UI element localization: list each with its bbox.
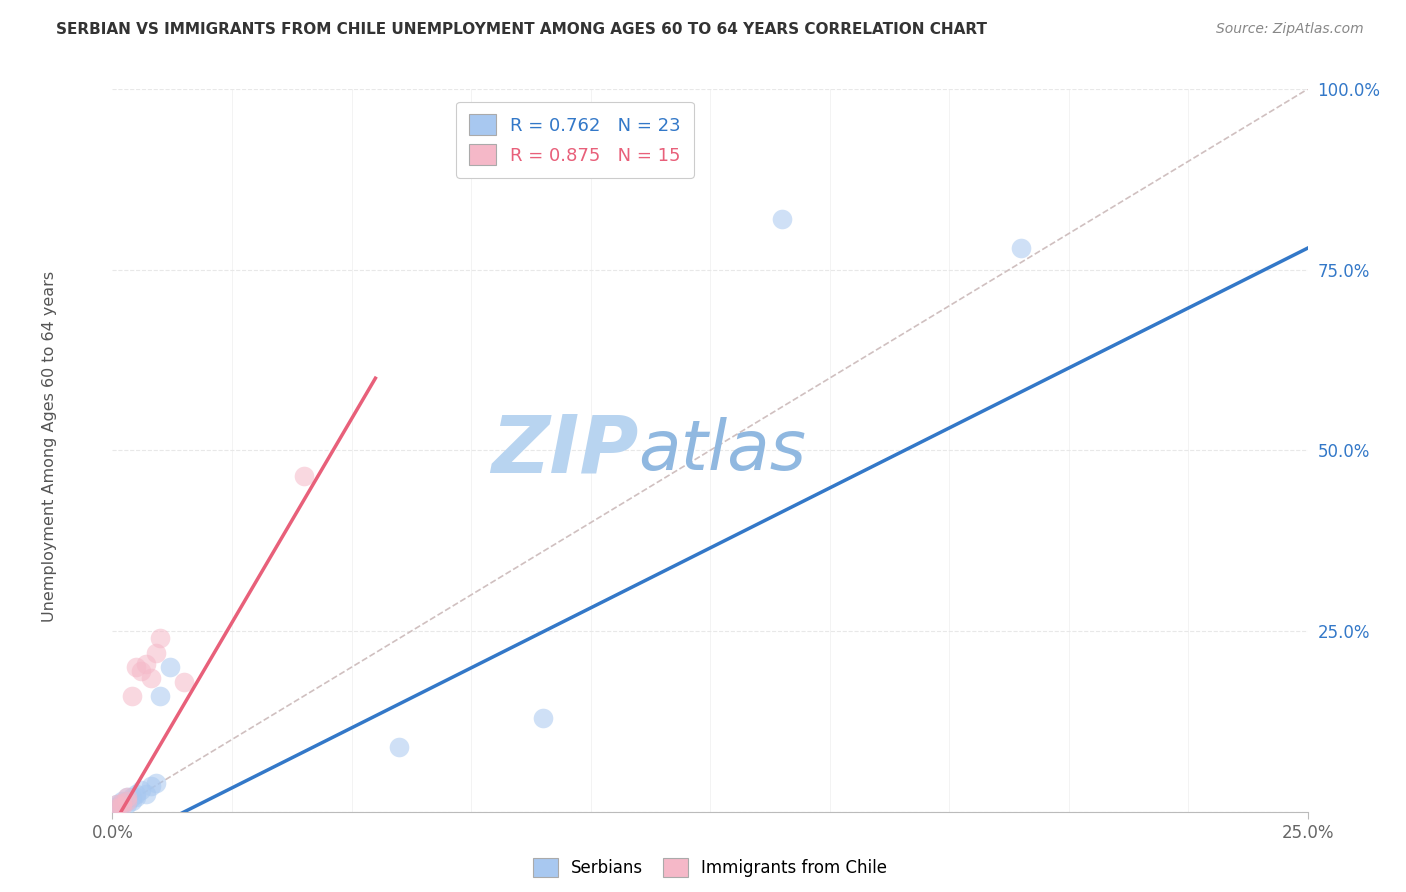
Point xyxy=(111,796,134,810)
Point xyxy=(115,797,138,812)
Legend: R = 0.762   N = 23, R = 0.875   N = 15: R = 0.762 N = 23, R = 0.875 N = 15 xyxy=(456,102,693,178)
Point xyxy=(139,671,162,685)
Text: SERBIAN VS IMMIGRANTS FROM CHILE UNEMPLOYMENT AMONG AGES 60 TO 64 YEARS CORRELAT: SERBIAN VS IMMIGRANTS FROM CHILE UNEMPLO… xyxy=(56,22,987,37)
Point xyxy=(105,801,128,815)
Point xyxy=(173,674,195,689)
Point xyxy=(149,689,172,703)
Text: atlas: atlas xyxy=(638,417,806,484)
Text: Source: ZipAtlas.com: Source: ZipAtlas.com xyxy=(1216,22,1364,37)
Point xyxy=(135,787,157,801)
Text: Unemployment Among Ages 60 to 64 years: Unemployment Among Ages 60 to 64 years xyxy=(42,270,56,622)
Point xyxy=(115,790,138,805)
Point xyxy=(139,780,162,794)
Point xyxy=(770,212,793,227)
Point xyxy=(115,794,138,808)
Point xyxy=(292,468,315,483)
Point xyxy=(111,797,134,812)
Point xyxy=(105,801,128,815)
Point xyxy=(135,657,157,671)
Point xyxy=(149,632,172,646)
Text: ZIP: ZIP xyxy=(491,411,638,490)
Legend: Serbians, Immigrants from Chile: Serbians, Immigrants from Chile xyxy=(526,851,894,884)
Point xyxy=(125,660,148,674)
Point xyxy=(159,660,181,674)
Point xyxy=(121,794,143,808)
Point xyxy=(121,790,143,805)
Point xyxy=(121,689,143,703)
Point xyxy=(145,646,167,660)
Point xyxy=(145,776,167,790)
Point xyxy=(105,799,128,814)
Point xyxy=(111,799,134,814)
Point xyxy=(531,711,554,725)
Point xyxy=(388,739,411,754)
Point xyxy=(111,796,134,810)
Point xyxy=(125,787,148,801)
Point xyxy=(105,797,128,812)
Point xyxy=(1010,241,1032,255)
Point xyxy=(111,794,134,808)
Point xyxy=(105,797,128,812)
Point xyxy=(115,790,138,805)
Point xyxy=(129,783,152,797)
Point xyxy=(115,794,138,808)
Point xyxy=(129,664,152,678)
Point xyxy=(125,790,148,805)
